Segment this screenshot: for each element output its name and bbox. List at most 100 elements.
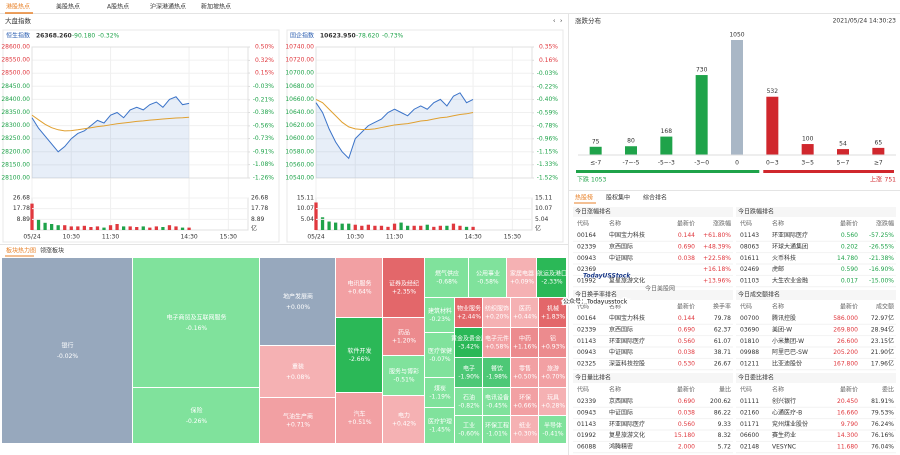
heatmap-tile[interactable]	[260, 398, 335, 443]
heatmap-tile[interactable]	[260, 346, 335, 397]
heatmap-tile[interactable]	[511, 388, 538, 415]
table-cell: 9.790	[841, 421, 858, 428]
tile-name: 重装	[292, 362, 304, 370]
y-tick-label: 28500.00	[1, 70, 30, 77]
table-cell[interactable]: 深蓝科技控股	[609, 360, 645, 368]
heatmap-tile[interactable]	[511, 298, 538, 327]
heatmap-tile[interactable]	[511, 328, 538, 357]
heatmap-tile[interactable]	[425, 258, 468, 297]
table-cell[interactable]: 腾讯控股	[772, 314, 796, 322]
table-cell[interactable]: 小米集团-W	[772, 337, 804, 345]
table-cell[interactable]: 中证国际	[609, 348, 633, 356]
heatmap-tile[interactable]	[455, 388, 482, 415]
heatmap-tile[interactable]	[2, 258, 132, 443]
table-cell[interactable]: 环亚国际医疗	[609, 337, 645, 345]
heatmap-tile[interactable]	[539, 388, 566, 415]
top-tab[interactable]: 沪深港通热点	[150, 3, 186, 11]
table-cell: 01143	[577, 421, 596, 428]
heatmap-tile[interactable]	[539, 298, 566, 327]
heatmap-tile[interactable]	[483, 388, 510, 415]
heatmap-tile[interactable]	[539, 416, 566, 443]
table-cell[interactable]: 阿里巴巴-SW	[772, 348, 808, 356]
top-tab[interactable]: A股热点	[107, 3, 129, 11]
heatmap-tile[interactable]	[336, 258, 382, 317]
table-cell[interactable]: 大生农业金融	[772, 277, 808, 285]
prev-arrow[interactable]: ‹	[553, 18, 555, 25]
table-cell: 0.560	[678, 421, 695, 428]
top-tab[interactable]: 美股热点	[56, 3, 80, 11]
hot-tab[interactable]: 综合排名	[643, 194, 667, 202]
table-cell[interactable]: 比亚迪股份	[772, 360, 802, 368]
volume-bar	[432, 226, 436, 230]
table-cell[interactable]: 中国宝力科技	[609, 314, 645, 322]
next-arrow[interactable]: ›	[560, 18, 562, 25]
heatmap-tab[interactable]: 领涨板块	[40, 247, 64, 255]
heatmap-tile[interactable]	[383, 318, 424, 355]
volume-tick-label: 5.04	[301, 216, 315, 223]
heatmap-tile[interactable]	[455, 416, 482, 443]
table-cell[interactable]: VESYNC	[772, 444, 796, 451]
table-cell[interactable]: 京西国际	[609, 397, 633, 405]
tile-change: +0.93%	[541, 343, 565, 350]
table-cell[interactable]: 中证国际	[609, 254, 633, 262]
hot-tab[interactable]: 热股榜	[575, 194, 593, 202]
heatmap-tile[interactable]	[455, 328, 482, 357]
heatmap-tile[interactable]	[383, 396, 424, 443]
volume-unit: 亿	[251, 225, 257, 233]
table-cell[interactable]: 鸿腾精密	[609, 443, 633, 451]
top-tab[interactable]: 新加坡热点	[201, 3, 231, 11]
table-cell[interactable]: 创兴银行	[772, 397, 796, 405]
heatmap-tile[interactable]	[469, 258, 506, 297]
table-cell[interactable]: 京西国际	[609, 325, 633, 333]
table-cell: -15.00%	[869, 278, 894, 285]
hot-tab[interactable]: 股权集中	[606, 194, 630, 202]
heatmap-tile[interactable]	[425, 378, 454, 407]
heatmap-tile[interactable]	[133, 388, 259, 443]
table-cell[interactable]: 心通医疗-B	[772, 408, 802, 416]
bar-value-label: 1050	[729, 32, 744, 39]
heatmap-tile[interactable]	[507, 258, 536, 297]
table-title-bg	[573, 207, 733, 217]
heatmap-tile[interactable]	[483, 328, 510, 357]
table-cell[interactable]: 火币科技	[772, 254, 796, 262]
table-cell[interactable]: 美团-W	[772, 325, 792, 333]
table-cell[interactable]: 复星旅游文化	[609, 277, 645, 285]
heatmap-tile[interactable]	[455, 358, 482, 387]
table-cell[interactable]: 环亚国际医疗	[609, 420, 645, 428]
table-cell[interactable]: 复星旅游文化	[609, 431, 645, 439]
top-tab[interactable]: 港股热点	[6, 3, 30, 11]
table-cell[interactable]: 兖州煤业股份	[772, 420, 808, 428]
table-cell[interactable]: 京西国际	[609, 242, 633, 250]
table-cell[interactable]: 赛生药业	[772, 431, 796, 439]
heatmap-tile[interactable]	[483, 358, 510, 387]
heatmap-tile[interactable]	[336, 318, 382, 392]
table-cell[interactable]: 虎邮	[772, 265, 784, 273]
heatmap-tile[interactable]	[383, 356, 424, 395]
table-cell: 0.017	[841, 278, 858, 285]
heatmap-tile[interactable]	[455, 298, 482, 327]
table-cell[interactable]: 环亚国际医疗	[772, 231, 808, 239]
table-cell[interactable]: 环球大通集团	[772, 242, 808, 250]
heatmap-tile[interactable]	[260, 258, 335, 345]
heatmap-tile[interactable]	[539, 328, 566, 357]
heatmap-tile[interactable]	[425, 408, 454, 443]
heatmap-tile[interactable]	[537, 258, 566, 297]
table-cell[interactable]: 中国宝力科技	[609, 231, 645, 239]
table-cell: 00943	[577, 409, 596, 416]
heatmap-tile[interactable]	[425, 333, 454, 377]
heatmap-tile[interactable]	[383, 258, 424, 317]
heatmap-tile[interactable]	[483, 416, 510, 443]
column-header: 代码	[577, 303, 589, 311]
heatmap-tile[interactable]	[483, 298, 510, 327]
average-line	[315, 98, 474, 131]
heatmap-tile[interactable]	[133, 258, 259, 387]
heatmap-tile[interactable]	[425, 298, 454, 332]
volume-bar	[122, 226, 126, 230]
table-cell[interactable]: 中证国际	[609, 408, 633, 416]
column-header: 名称	[772, 386, 784, 394]
heatmap-tile[interactable]	[511, 358, 538, 387]
heatmap-tile[interactable]	[336, 393, 382, 443]
heatmap-tab[interactable]: 板块热力图	[6, 247, 36, 255]
heatmap-tile[interactable]	[511, 416, 538, 443]
heatmap-tile[interactable]	[539, 358, 566, 387]
